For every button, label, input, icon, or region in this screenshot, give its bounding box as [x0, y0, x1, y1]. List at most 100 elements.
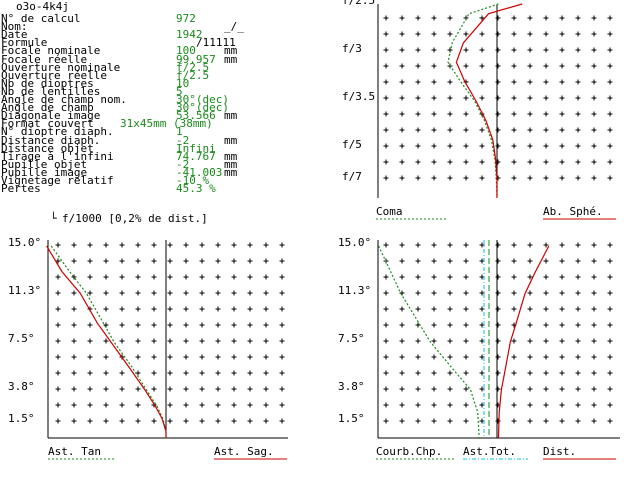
spec-value: 74.767 — [176, 149, 216, 163]
spec-value: 53.566 — [176, 109, 216, 123]
spec-label: Nom: — [1, 20, 28, 34]
spec-row: Angle de champ 30°(dec) — [0, 101, 300, 115]
spec-row: Formule/11111 — [0, 36, 300, 50]
spec-value: 10 — [176, 76, 190, 90]
spec-unit: mm — [224, 109, 238, 123]
spec-value: -2 — [176, 133, 190, 147]
spec-row: Focale réelle 99.957 mm — [0, 52, 300, 66]
spec-unit: /11111 — [196, 36, 236, 50]
series-line — [447, 3, 499, 199]
spec-unit: mm — [224, 44, 238, 58]
spec-label: Pupille image — [1, 165, 88, 179]
spec-value: 30°(dec) — [176, 101, 229, 115]
spec-row: Date 1942 — [0, 28, 300, 42]
series-line — [46, 245, 167, 438]
spec-unit: _/_ — [224, 20, 244, 34]
spec-row: Tirage à l'infini 74.767 mm — [0, 149, 300, 163]
spec-value: -2 — [176, 157, 190, 171]
spec-label: Diagonale image — [1, 109, 101, 123]
spec-label: Nb de dioptres — [1, 76, 94, 90]
spec-row: Focale nominale 100 mm — [0, 44, 300, 58]
spec-row: Vignetage relatif -10 % — [0, 174, 300, 187]
spec-value: f/2.5 — [176, 68, 210, 82]
spec-unit: mm — [224, 165, 238, 179]
spec-row: Nb de lentilles 5 — [0, 84, 300, 98]
spec-row: Angle de champ nom. 30°(dec) — [0, 93, 300, 106]
spec-row: Pupille image -41.003 mm — [0, 165, 300, 179]
spec-value: 30°(dec) — [176, 93, 229, 106]
spec-row: Ouverture nominale f/2.5 — [0, 60, 300, 74]
y-tick-label: 1.5° — [338, 412, 365, 425]
spec-row: Nb de dioptres 10 — [0, 76, 300, 90]
spec-row: Diagonale image 53.566 mm — [0, 109, 300, 123]
y-tick-label: f/5 — [342, 138, 362, 151]
spec-row: Pupille objet -2 mm — [0, 157, 300, 171]
legend-label: Ab. Sphé. — [543, 205, 603, 218]
spec-label: N° dioptre diaph. — [1, 125, 114, 139]
series-line — [378, 245, 480, 439]
spec-value: -41.003 — [176, 165, 223, 179]
spec-unit: mm — [224, 157, 238, 171]
y-tick-label: 11.3° — [8, 284, 41, 297]
y-tick-label: 3.8° — [338, 380, 365, 393]
spec-value: 31x45mm (38mm) — [120, 117, 213, 131]
spec-unit: mm — [224, 52, 238, 66]
spec-label: Focale réelle — [1, 52, 88, 66]
series-line — [455, 3, 523, 198]
y-tick-label: f/7 — [342, 170, 362, 183]
y-tick-label: 15.0° — [338, 236, 371, 249]
spec-label: Distance diaph. — [1, 133, 101, 147]
y-tick-label: 11.3° — [338, 284, 371, 297]
spec-row: Format couvert 31x45mm (38mm) — [0, 117, 300, 131]
spec-label: Pupille objet — [1, 157, 88, 171]
y-tick-label: f/3 — [342, 42, 362, 55]
title-marker: └ — [50, 211, 57, 225]
spec-label: Vignetage relatif — [1, 174, 114, 187]
spec-value: f/2.5 — [176, 60, 210, 74]
y-tick-label: 7.5° — [8, 332, 35, 345]
spec-unit: mm — [224, 149, 238, 163]
spec-value: 5 — [176, 84, 183, 98]
spec-label: Date — [1, 28, 28, 42]
spec-value: 1 — [176, 125, 183, 139]
spec-row: Nom: _/_ — [0, 20, 300, 34]
spec-label: Ouverture réelle — [1, 68, 107, 82]
spec-value: 45.3 % — [176, 182, 216, 196]
legend-label: Courb.Chp. — [376, 445, 442, 458]
spec-unit: mm — [224, 133, 238, 147]
legend-label: Dist. — [543, 445, 576, 458]
spec-label: Angle de champ nom. — [1, 93, 127, 106]
series-line — [50, 245, 167, 438]
spec-label: Focale nominale — [1, 44, 101, 58]
spec-value: 100 — [176, 44, 196, 58]
y-tick-label: 1.5° — [8, 412, 35, 425]
spec-row: Distance objet Infini — [0, 141, 300, 155]
spec-value: 99.957 — [176, 52, 216, 66]
spec-label: Tirage à l'infini — [1, 149, 114, 163]
series-line — [497, 245, 550, 439]
y-tick-label: f/3.5 — [342, 90, 375, 103]
legend-label: Ast.Tot. — [463, 445, 516, 458]
spec-label: Pertes — [1, 182, 41, 196]
lens-specifications: N° de calcul 972 Nom: _/_ Date 1942 Formule/11… — [0, 12, 300, 196]
spec-value: 972 — [176, 12, 196, 25]
legend-label: Ast. Tan — [48, 445, 101, 458]
spec-row: Pertes 45.3 % — [0, 182, 300, 196]
spec-row: Ouverture réelle f/2.5 — [0, 68, 300, 82]
spec-label: N° de calcul — [1, 12, 81, 25]
spec-row: N° de calcul 972 — [0, 12, 300, 25]
spec-row: N° dioptre diaph. 1 — [0, 125, 300, 139]
spec-value: Infini — [176, 141, 216, 155]
window-title: o3o-4k4j — [16, 0, 69, 13]
y-tick-label: 7.5° — [338, 332, 365, 345]
spec-label: Nb de lentilles — [1, 84, 101, 98]
spec-row: Distance diaph. -2 mm — [0, 133, 300, 147]
legend-label: Ast. Sag. — [214, 445, 274, 458]
spec-label: Formule — [1, 36, 48, 50]
spec-label: Format couvert — [1, 117, 94, 131]
spec-value: 1942 — [176, 28, 203, 42]
y-tick-label: f/2.5 — [342, 0, 375, 7]
spec-label: Distance objet — [1, 141, 94, 155]
spec-value: -10 % — [176, 174, 210, 187]
